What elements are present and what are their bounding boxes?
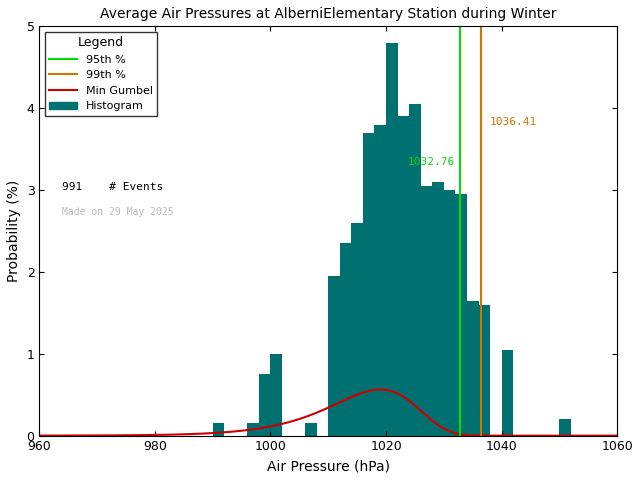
- Bar: [479, 305, 490, 436]
- Legend: 95th %, 99th %, Min Gumbel, Histogram: 95th %, 99th %, Min Gumbel, Histogram: [45, 32, 157, 116]
- Bar: [363, 132, 374, 436]
- Bar: [467, 300, 479, 436]
- Bar: [271, 354, 282, 436]
- Bar: [559, 419, 571, 436]
- Bar: [432, 182, 444, 436]
- Bar: [444, 190, 456, 436]
- Text: 1036.41: 1036.41: [490, 117, 537, 127]
- Y-axis label: Probability (%): Probability (%): [7, 180, 21, 282]
- Bar: [305, 423, 317, 436]
- Bar: [409, 104, 420, 436]
- Text: 991    # Events: 991 # Events: [63, 182, 164, 192]
- Bar: [328, 276, 340, 436]
- Bar: [351, 223, 363, 436]
- Title: Average Air Pressures at AlberniElementary Station during Winter: Average Air Pressures at AlberniElementa…: [100, 7, 557, 21]
- Bar: [456, 194, 467, 436]
- Bar: [420, 186, 432, 436]
- Bar: [374, 124, 386, 436]
- Text: 1032.76: 1032.76: [408, 157, 455, 168]
- Bar: [259, 374, 271, 436]
- Text: Made on 29 May 2025: Made on 29 May 2025: [63, 206, 174, 216]
- Bar: [340, 243, 351, 436]
- Bar: [212, 423, 224, 436]
- Bar: [386, 43, 397, 436]
- Bar: [502, 349, 513, 436]
- Bar: [248, 423, 259, 436]
- Bar: [397, 116, 409, 436]
- X-axis label: Air Pressure (hPa): Air Pressure (hPa): [267, 459, 390, 473]
